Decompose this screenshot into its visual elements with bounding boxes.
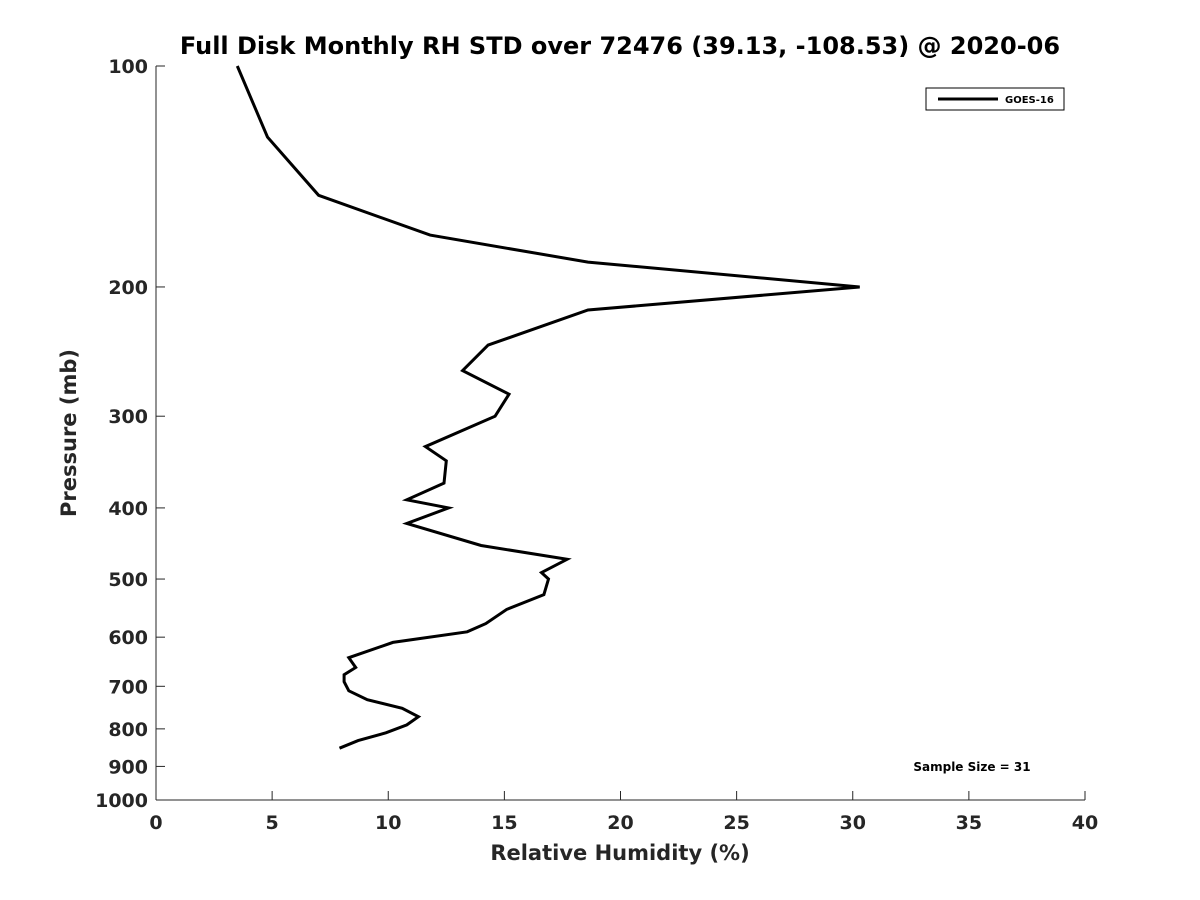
series-line-goes-16 [235,65,860,750]
x-tick-label: 20 [607,812,633,834]
y-tick-label: 600 [108,627,148,649]
x-tick-label: 15 [491,812,517,834]
x-axis-ticks: 0 5 10 15 20 25 30 35 40 [149,791,1098,834]
y-tick-label: 100 [108,56,148,78]
y-tick-label: 200 [108,277,148,299]
chart-title: Full Disk Monthly RH STD over 72476 (39.… [180,32,1060,60]
y-axis-ticks: 100 200 300 400 500 600 700 800 900 1000 [95,56,165,812]
y-tick-label: 1000 [95,790,148,812]
x-tick-label: 40 [1072,812,1098,834]
y-axis-label: Pressure (mb) [57,349,81,517]
y-tick-label: 500 [108,569,148,591]
series-group [235,65,860,750]
x-tick-label: 25 [723,812,749,834]
x-tick-label: 5 [266,812,279,834]
sample-size-annotation: Sample Size = 31 [913,760,1030,774]
x-tick-label: 30 [840,812,866,834]
x-axis-label: Relative Humidity (%) [490,841,749,865]
x-tick-label: 10 [375,812,401,834]
y-tick-label: 700 [108,676,148,698]
x-tick-label: 35 [956,812,982,834]
y-tick-label: 300 [108,406,148,428]
x-tick-label: 0 [149,812,162,834]
y-tick-label: 400 [108,498,148,520]
legend: GOES-16 [925,87,1065,111]
legend-label-goes-16: GOES-16 [1005,95,1054,106]
axes [155,66,1085,801]
y-tick-label: 800 [108,719,148,741]
y-tick-label: 900 [108,756,148,778]
